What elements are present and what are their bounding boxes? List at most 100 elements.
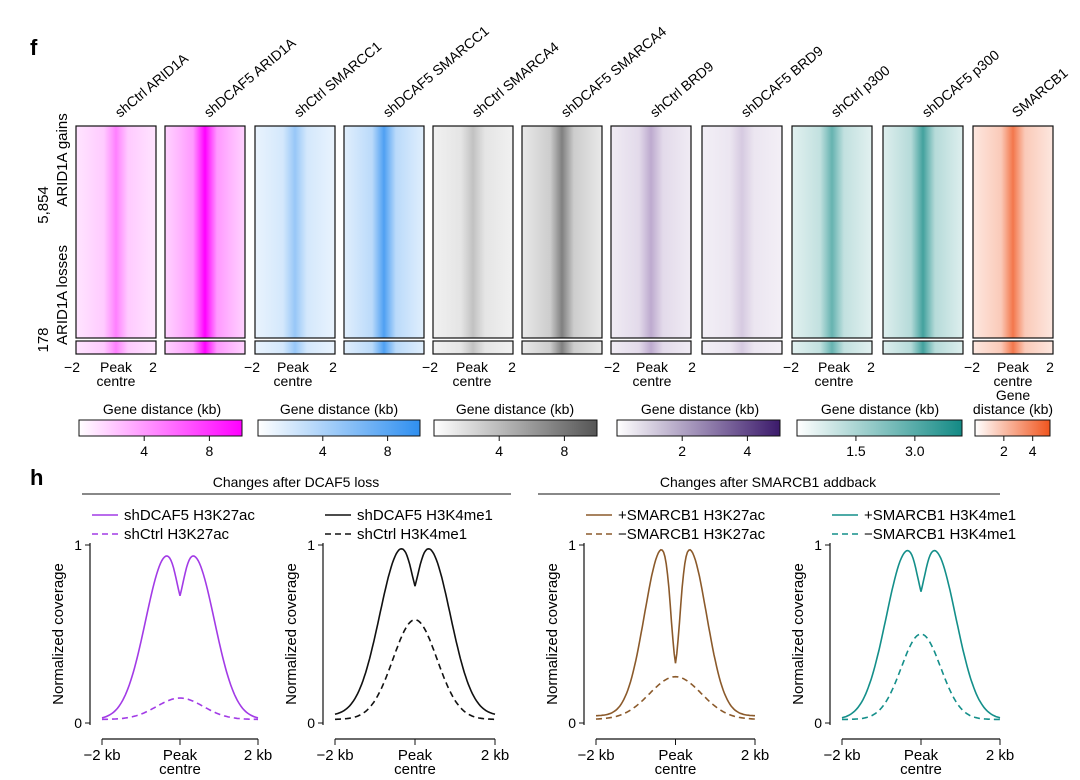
colorscale-tick-label: 4	[495, 443, 503, 459]
peak-axis-center: Peak	[277, 359, 310, 375]
x-tick-label: centre	[159, 761, 201, 778]
x-tick-label: 2 kb	[481, 747, 509, 764]
peak-axis-center-2: centre	[633, 373, 672, 389]
legend-label: shDCAF5 H3K4me1	[357, 507, 493, 524]
peak-axis-center: Peak	[636, 359, 669, 375]
gains-label: ARID1A gains	[54, 113, 71, 206]
peak-axis-1: −2 Peak centre 2	[64, 359, 157, 389]
colorscale-title: Gene distance (kb)	[456, 401, 574, 417]
y-tick-label: 0	[568, 715, 576, 731]
y-tick-label: 1	[814, 537, 822, 553]
peak-axis-center-2: centre	[815, 373, 854, 389]
x-tick-label: −2 kb	[577, 747, 614, 764]
legend-label: shCtrl H3K4me1	[357, 526, 467, 543]
heatmap-losses	[521, 340, 603, 355]
losses-count-label: 178	[35, 327, 52, 352]
x-tick-label: centre	[900, 761, 942, 778]
peak-axis-right: 2	[329, 359, 337, 375]
heatmap-gains	[882, 125, 964, 339]
heatmap-gains	[164, 125, 246, 339]
heatmap-losses	[882, 340, 964, 355]
x-tick-label: 2 kb	[986, 747, 1014, 764]
peak-axis-center-2: centre	[994, 373, 1033, 389]
colorscale-tick-label: 3.0	[905, 443, 925, 459]
peak-axis-left: −2	[64, 359, 80, 375]
colorscale-tick-label: 4	[319, 443, 327, 459]
colorscale-title: distance (kb)	[973, 401, 1053, 417]
heatmap-losses	[791, 340, 873, 355]
losses-label: ARID1A losses	[54, 245, 71, 345]
peak-axis-right: 2	[149, 359, 157, 375]
heatmap-title: shCtrl p300	[828, 62, 893, 120]
heatmap-losses	[610, 340, 692, 355]
peak-axis-3: −2 Peak centre 2	[422, 359, 516, 389]
heatmap-gains	[610, 125, 692, 339]
series-line	[842, 633, 1000, 721]
heatmap-gains	[343, 125, 425, 339]
series-line	[595, 675, 756, 720]
series-line	[101, 697, 259, 721]
legend-label: +SMARCB1 H3K4me1	[864, 507, 1016, 524]
x-tick-label: 2 kb	[244, 747, 272, 764]
colorscale-tick-label: 8	[206, 443, 214, 459]
colorscale-tick-label: 2	[678, 443, 686, 459]
colorscale-bar	[796, 419, 963, 437]
y-tick-label: 0	[307, 715, 315, 731]
y-tick-label: 0	[814, 715, 822, 731]
peak-axis-left: −2	[244, 359, 260, 375]
heatmap-losses	[254, 340, 336, 355]
heatmap-title: shDCAF5 ARID1A	[201, 34, 299, 120]
peak-axis-right: 2	[1046, 359, 1054, 375]
colorscale-tick-label: 4	[140, 443, 148, 459]
panel-h-label: h	[30, 465, 43, 490]
heatmap-gains	[254, 125, 336, 339]
group-right-title: Changes after SMARCB1 addback	[660, 474, 877, 490]
peak-axis-center: Peak	[100, 359, 133, 375]
peak-axis-center-2: centre	[274, 373, 313, 389]
peak-axis-5: −2 Peak centre 2	[783, 359, 875, 389]
x-tick-label: Peak	[398, 747, 433, 764]
heatmap-losses	[972, 340, 1054, 355]
y-axis-label: Normalized coverage	[50, 563, 67, 705]
colorscale-bar	[616, 419, 781, 437]
colorscale-title: Gene distance (kb)	[280, 401, 398, 417]
x-tick-label: centre	[394, 761, 436, 778]
heatmap-losses	[432, 340, 514, 355]
series-line	[101, 555, 259, 719]
legend-label: shDCAF5 H3K27ac	[124, 507, 255, 524]
heatmap-title: SMARCB1	[1009, 64, 1071, 120]
colorscale-bar	[257, 419, 421, 437]
peak-axis-left: −2	[783, 359, 799, 375]
heatmap-losses	[75, 340, 157, 355]
y-axis-label: Normalized coverage	[544, 563, 561, 705]
peak-axis-left: −2	[422, 359, 438, 375]
heatmap-gains	[972, 125, 1054, 339]
colorscale-bar	[974, 419, 1051, 437]
y-axis-label: Normalized coverage	[283, 563, 300, 705]
x-tick-label: 2 kb	[741, 747, 769, 764]
series-line	[335, 618, 495, 721]
colorscale-title: Gene distance (kb)	[641, 401, 759, 417]
peak-axis-right: 2	[867, 359, 875, 375]
heatmap-gains	[701, 125, 783, 339]
peak-axis-center: Peak	[997, 359, 1030, 375]
x-tick-label: −2 kb	[83, 747, 120, 764]
series-line	[841, 549, 1001, 719]
colorscale-tick-label: 4	[1029, 443, 1037, 459]
legend-label: −SMARCB1 H3K4me1	[864, 526, 1016, 543]
peak-axis-2: −2 Peak centre 2	[244, 359, 337, 389]
x-tick-label: centre	[655, 761, 697, 778]
series-line	[334, 547, 496, 715]
peak-axis-right: 2	[688, 359, 696, 375]
heatmap-title: shCtrl BRD9	[647, 58, 717, 120]
group-left-title: Changes after DCAF5 loss	[213, 474, 380, 490]
y-tick-label: 1	[74, 537, 82, 553]
heatmap-gains	[432, 125, 514, 339]
x-tick-label: Peak	[658, 747, 693, 764]
heatmap-title: shCtrl ARID1A	[112, 50, 192, 121]
gains-count-label: 5,854	[35, 186, 52, 224]
series-line	[596, 548, 755, 717]
